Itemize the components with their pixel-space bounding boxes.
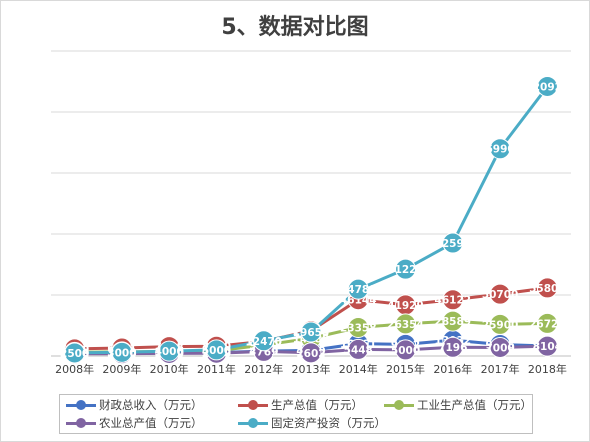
x-tick-label: 2010年	[150, 362, 189, 376]
x-tick-label: 2017年	[481, 362, 520, 376]
data-point	[158, 340, 180, 362]
legend-marker-icon	[384, 398, 414, 412]
data-point	[442, 232, 464, 254]
data-point	[442, 336, 464, 358]
data-point	[395, 313, 417, 335]
data-label: 28589	[435, 316, 472, 328]
legend-label: 固定资产投资（万元）	[271, 416, 386, 430]
x-tick-label: 2011年	[197, 362, 236, 376]
data-label: 169900	[478, 144, 522, 156]
data-point	[536, 75, 558, 97]
legend: 财政总收入（万元） 生产总值（万元） 工业生产总值（万元） 农业总产值（万元） 固定资产…	[59, 394, 533, 434]
data-point	[300, 342, 322, 364]
data-label: 23358	[340, 323, 377, 335]
legend-item: 工业生产总值（万元）	[384, 396, 532, 414]
data-label: 46122	[435, 295, 472, 307]
data-label: 7196	[438, 342, 467, 354]
data-point	[300, 321, 322, 343]
data-point	[395, 339, 417, 361]
data-point	[395, 258, 417, 280]
data-point	[442, 289, 464, 311]
data-point	[489, 283, 511, 305]
x-tick-label: 2016年	[433, 362, 472, 376]
data-label: 50700	[482, 289, 519, 301]
data-label: 71226	[387, 264, 424, 276]
data-point	[489, 138, 511, 160]
data-point	[536, 312, 558, 334]
data-point	[205, 339, 227, 361]
data-label: 5000	[391, 345, 420, 357]
data-label: 46144	[340, 295, 377, 307]
data-point	[347, 278, 369, 300]
x-tick-label: 2018年	[528, 362, 567, 376]
data-label: 92594	[435, 238, 472, 250]
data-label: 2500	[60, 348, 89, 360]
data-label: 55808	[529, 283, 566, 295]
legend-item: 农业总产值（万元）	[66, 414, 203, 432]
data-label: 5448	[344, 344, 373, 356]
legend-label: 生产总值（万元）	[271, 398, 363, 412]
data-label: 3000	[107, 347, 136, 359]
data-label: 41929	[387, 300, 424, 312]
data-point	[253, 330, 275, 352]
data-point	[111, 341, 133, 363]
legend-marker-icon	[66, 398, 96, 412]
x-tick-label: 2015年	[386, 362, 425, 376]
legend-marker-icon	[238, 416, 268, 430]
data-label: 8104	[533, 341, 562, 353]
data-label: 54788	[340, 284, 377, 296]
data-point	[489, 336, 511, 358]
x-tick-label: 2012年	[244, 362, 283, 376]
x-tick-label: 2008年	[55, 362, 94, 376]
x-tick-label: 2013年	[292, 362, 331, 376]
data-label: 2602	[296, 348, 325, 360]
data-point	[536, 335, 558, 357]
x-tick-label: 2009年	[102, 362, 141, 376]
data-label: 220928	[525, 81, 569, 93]
data-label: 26354	[387, 319, 424, 331]
data-point	[347, 338, 369, 360]
data-point	[489, 313, 511, 335]
legend-marker-icon	[238, 398, 268, 412]
chart-title: 5、数据对比图	[221, 15, 369, 40]
data-label: 25900	[482, 319, 519, 331]
series-line	[74, 85, 549, 355]
legend-label: 农业总产值（万元）	[99, 416, 203, 430]
data-point	[442, 310, 464, 332]
legend-item: 固定资产投资（万元）	[238, 414, 386, 432]
plot-area: 2008年 2009年 2010年 2011年 2012年 2013年 2014年 2015年…	[51, 50, 571, 376]
data-label: 3769	[249, 346, 278, 358]
data-label: 19655	[293, 327, 330, 339]
legend-marker-icon	[66, 416, 96, 430]
data-point	[64, 342, 86, 364]
x-tick-label: 2014年	[339, 362, 378, 376]
legend-item: 生产总值（万元）	[238, 396, 363, 414]
legend-label: 工业生产总值（万元）	[417, 398, 532, 412]
data-point	[536, 277, 558, 299]
data-label: 5000	[202, 345, 231, 357]
legend-item: 财政总收入（万元）	[66, 396, 203, 414]
data-label: 7000	[485, 342, 514, 354]
data-point	[347, 317, 369, 339]
data-label: 12470	[245, 336, 282, 348]
data-label: 26726	[529, 318, 566, 330]
legend-label: 财政总收入（万元）	[99, 398, 203, 412]
data-label: 4000	[155, 346, 184, 358]
